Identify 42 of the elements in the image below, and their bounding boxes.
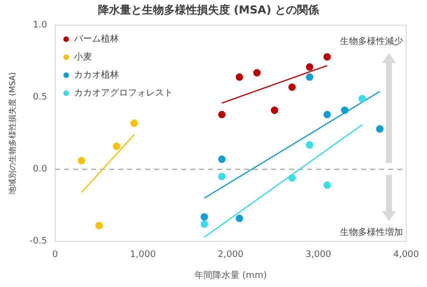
y-tick-label: 0.0	[32, 164, 48, 175]
legend-label: カカオ植林	[74, 70, 120, 81]
legend-label: 小麦	[74, 52, 92, 63]
point	[323, 181, 331, 189]
point	[341, 106, 348, 114]
point	[200, 220, 208, 228]
point	[200, 213, 208, 221]
point	[358, 95, 366, 102]
point	[288, 174, 296, 182]
legend-label: パーム植林	[73, 34, 120, 45]
y-tick-label: -0.5	[30, 236, 48, 247]
x-tick-label: 0	[52, 250, 58, 260]
x-tick-label: 3,000	[305, 250, 332, 260]
annotation: 生物多様性減少	[340, 36, 404, 48]
point	[376, 125, 384, 133]
x-axis-title: 年間降水量 (mm)	[194, 270, 267, 281]
point	[218, 172, 226, 180]
annotation: 生物多様性増加	[340, 227, 404, 238]
point	[253, 69, 261, 76]
point	[218, 156, 226, 163]
point	[236, 73, 244, 81]
point	[323, 110, 331, 118]
point	[306, 141, 314, 149]
point	[95, 222, 103, 230]
point	[288, 83, 296, 91]
legend-label: カカオアグロフォレスト	[74, 88, 174, 99]
point	[323, 53, 331, 61]
point	[306, 73, 314, 81]
point	[236, 214, 244, 222]
y-tick-label: 1.0	[32, 20, 48, 31]
point	[112, 142, 120, 150]
point	[270, 106, 278, 114]
point	[218, 110, 226, 118]
y-axis-title: 地域別の生物多様性損失度 (MSA)	[8, 72, 17, 196]
x-tick-label: 4,000	[393, 250, 420, 260]
chart-title: 降水量と生物多様性損失度 (MSA) との関係	[98, 3, 320, 16]
x-tick-label: 1,000	[130, 250, 156, 260]
point	[306, 63, 314, 71]
point	[78, 156, 86, 164]
y-tick-label: 0.5	[32, 92, 48, 103]
x-tick-label: 2,000	[218, 250, 244, 260]
point	[130, 120, 138, 127]
